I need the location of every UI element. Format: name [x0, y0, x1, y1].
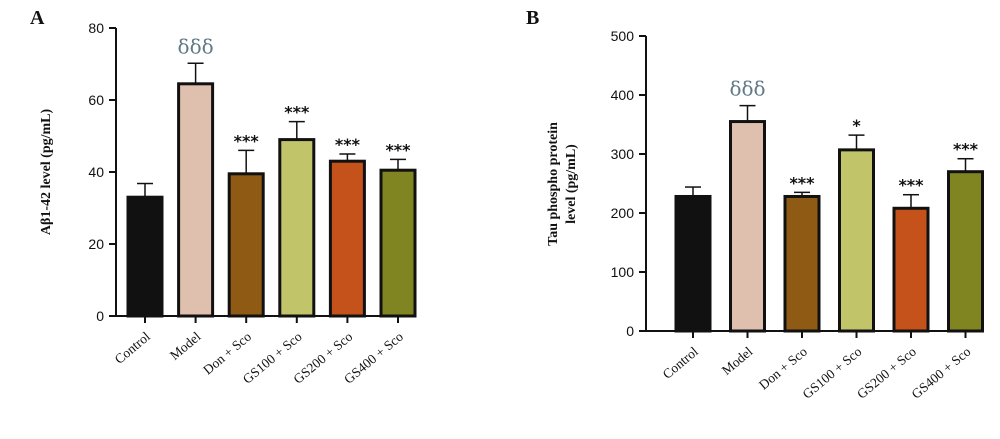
panel-a-y-tick-label: 20	[88, 236, 104, 252]
panel-b-y-tick-label: 500	[611, 28, 635, 44]
panel-a-y-tick-label: 60	[88, 92, 104, 108]
panel-b-category-label: GS200 + Sco	[854, 344, 919, 402]
panel-b-y-axis-label-line-1: Tau phospho protein	[546, 122, 561, 246]
panel-a-bar	[227, 172, 265, 318]
panel-b-category-label: Don + Sco	[756, 344, 810, 393]
panel-b-bar	[838, 148, 875, 333]
panel-b-chart: B Tau phospho protein level (pg/mL) 0 100…	[526, 7, 984, 402]
panel-a-letter: A	[30, 7, 45, 29]
panel-b-bar	[729, 120, 766, 333]
panel-b-significance-label: *	[852, 116, 861, 135]
panel-a-bar	[278, 138, 316, 318]
panel-a-bar	[328, 159, 366, 318]
panel-a-category-label: Control	[112, 329, 153, 367]
panel-a-y-tick-label: 80	[88, 20, 104, 36]
panel-b-y-tick-label: 100	[611, 264, 635, 280]
panel-b-y-axis-label-line-2: level (pg/mL)	[564, 144, 579, 224]
panel-b-category-label: Control	[660, 344, 701, 382]
panel-b-category-label: GS400 + Sco	[909, 344, 974, 402]
panel-b-category-label: Model	[719, 344, 756, 378]
panel-b-category-label: GS100 + Sco	[800, 344, 865, 402]
panel-a-significance-label: ***	[385, 140, 411, 159]
panel-a-significance-label: δδδ	[178, 34, 214, 58]
panel-a-significance-label: ***	[335, 135, 361, 154]
panel-b-bar	[674, 194, 712, 333]
panel-b-bar	[947, 170, 984, 333]
panel-a-y-axis-label: Aβ1-42 level (pg/mL)	[39, 108, 54, 235]
panel-b-y-tick-label: 400	[611, 87, 635, 103]
panel-a-chart: A Aβ1-42 level (pg/mL) 0 20 40 60 80 Control M…	[30, 7, 417, 387]
panel-b-significance-label: ***	[789, 173, 815, 192]
panel-b-marks: 0 100 200 300 400 500 Control Model δδδ Don + Sco…	[611, 28, 984, 402]
panel-a-y-tick-label: 0	[96, 308, 104, 324]
panel-a-bar	[177, 82, 215, 318]
panel-b-bar	[892, 206, 930, 333]
panel-b-letter: B	[526, 7, 539, 29]
panel-a-significance-label: ***	[234, 131, 260, 150]
panel-a-y-tick-label: 40	[88, 164, 104, 180]
panel-b-significance-label: ***	[953, 140, 979, 159]
panel-a-bar	[379, 168, 417, 318]
panel-a-bar	[126, 195, 164, 318]
panel-a-significance-label: ***	[284, 103, 310, 122]
panel-b-y-tick-label: 200	[611, 205, 635, 221]
panel-b-bar	[783, 194, 821, 333]
panel-b-y-tick-label: 300	[611, 146, 635, 162]
panel-a-category-label: Model	[167, 329, 204, 363]
panel-b-y-tick-label: 0	[626, 323, 634, 339]
panel-b-significance-label: ***	[898, 176, 924, 195]
panel-b-significance-label: δδδ	[729, 77, 765, 101]
